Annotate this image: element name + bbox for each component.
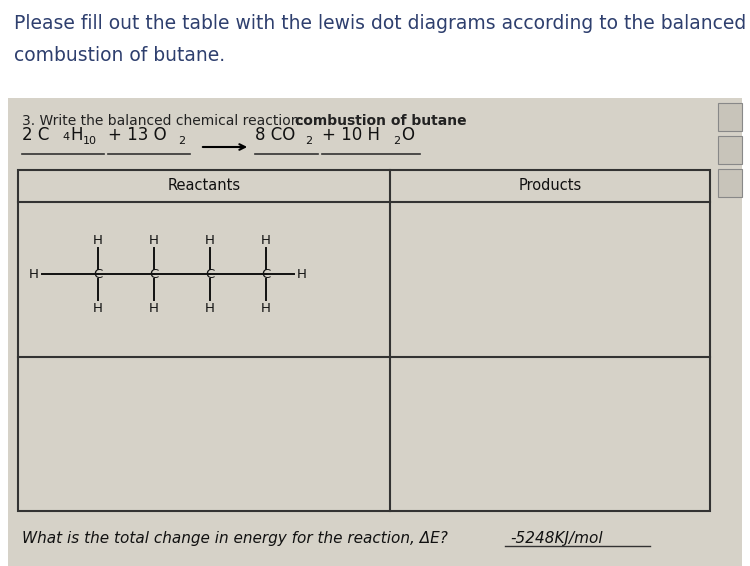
- Text: Please fill out the table with the lewis dot diagrams according to the balanced: Please fill out the table with the lewis…: [14, 14, 746, 33]
- Text: 3. Write the balanced chemical reaction:: 3. Write the balanced chemical reaction:: [22, 114, 308, 128]
- Text: 2: 2: [178, 136, 185, 146]
- Text: H: H: [149, 302, 159, 315]
- Text: C: C: [93, 268, 103, 281]
- Bar: [0, 0, 750, 100]
- Text: Reactants: Reactants: [167, 178, 241, 194]
- Text: H: H: [261, 234, 271, 247]
- Text: 4: 4: [62, 132, 69, 142]
- Text: H: H: [205, 234, 215, 247]
- Text: O: O: [401, 126, 414, 144]
- Text: C: C: [149, 268, 159, 281]
- Bar: [718, 136, 742, 164]
- Text: H: H: [261, 302, 271, 315]
- Text: What is the total change in energy for the reaction, ΔE?: What is the total change in energy for t…: [22, 530, 448, 546]
- Text: + 10 H: + 10 H: [322, 126, 380, 144]
- Text: 2 C: 2 C: [22, 126, 50, 144]
- Text: C: C: [206, 268, 214, 281]
- Text: combustion of butane: combustion of butane: [295, 114, 466, 128]
- Text: H: H: [93, 234, 103, 247]
- Text: H: H: [205, 302, 215, 315]
- Text: combustion of butane.: combustion of butane.: [14, 46, 225, 65]
- Text: H: H: [297, 268, 307, 281]
- Bar: [18, 170, 710, 511]
- Bar: [718, 169, 742, 197]
- Text: Products: Products: [518, 178, 582, 194]
- Text: 2: 2: [393, 136, 400, 146]
- Text: H: H: [29, 268, 39, 281]
- Text: H: H: [149, 234, 159, 247]
- Text: C: C: [261, 268, 271, 281]
- Text: H: H: [93, 302, 103, 315]
- Text: 2: 2: [305, 136, 312, 146]
- Text: + 13 O: + 13 O: [108, 126, 166, 144]
- Text: 8 CO: 8 CO: [255, 126, 296, 144]
- Text: H: H: [70, 126, 82, 144]
- Text: 10: 10: [83, 136, 97, 146]
- Text: -5248KJ/mol: -5248KJ/mol: [510, 530, 603, 546]
- Bar: [8, 98, 742, 566]
- Bar: [718, 103, 742, 131]
